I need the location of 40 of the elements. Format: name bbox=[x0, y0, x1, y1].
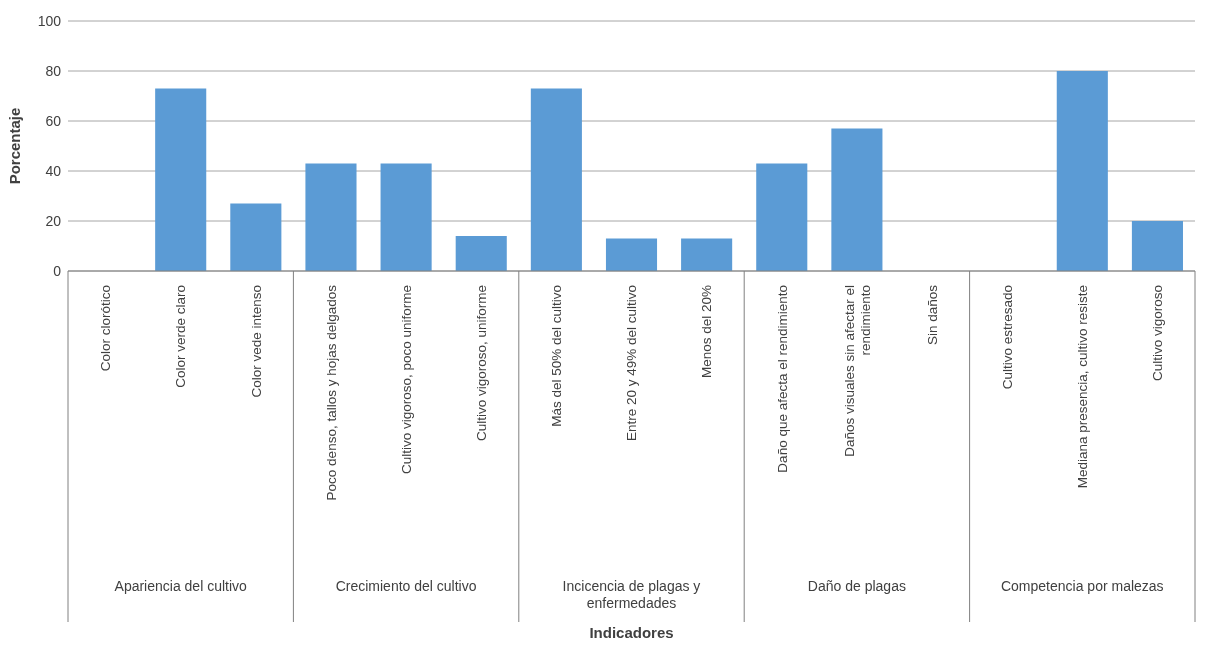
y-tick-label: 100 bbox=[37, 12, 62, 29]
bar bbox=[605, 238, 658, 271]
y-tick-label: 80 bbox=[45, 62, 62, 79]
bar bbox=[681, 238, 733, 271]
bar bbox=[1056, 71, 1108, 271]
text: Crecimiento del cultivo bbox=[335, 578, 477, 594]
x-tick-label: Sin daños bbox=[924, 284, 940, 346]
x-tick-label: Menos del 20% bbox=[699, 285, 715, 379]
bar bbox=[305, 163, 357, 271]
text: Apariencia del cultivo bbox=[114, 578, 248, 594]
x-tick-label: Color verde claro bbox=[173, 285, 189, 388]
x-tick-label: Color clorótico bbox=[98, 285, 114, 372]
bar bbox=[455, 236, 507, 271]
y-tick-label: 20 bbox=[45, 212, 62, 229]
y-tick-label: 0 bbox=[53, 262, 62, 279]
x-tick-label: Mediana presencia, cultivo resiste bbox=[1075, 285, 1091, 489]
x-tick-label: Daños visuales sin afectar el rendimiento bbox=[841, 285, 873, 457]
bar bbox=[230, 203, 282, 271]
bar bbox=[1131, 221, 1183, 271]
y-tick-label: 60 bbox=[45, 112, 62, 129]
x-tick-label: Daño que afecta el rendimiento bbox=[774, 285, 790, 473]
x-tick-label: Color vede intenso bbox=[248, 285, 264, 398]
x-tick-label: Cultivo estresado bbox=[999, 285, 1015, 390]
x-tick-label: Cultivo vigoroso, uniforme bbox=[473, 285, 489, 442]
x-tick-label: Cultivo vigoroso, poco uniforme bbox=[398, 285, 414, 475]
y-axis-title: Porcentaje bbox=[6, 107, 23, 185]
x-tick-label: Entre 20 y 49% del cultivo bbox=[624, 285, 640, 442]
text: Competencia por malezas bbox=[1000, 578, 1164, 594]
x-tick-label: Poco denso, tallos y hojas delgados bbox=[323, 284, 339, 501]
bar bbox=[530, 88, 582, 271]
bar bbox=[155, 88, 207, 271]
text: Daño de plagas bbox=[807, 578, 906, 594]
x-tick-label: Más del 50% del cultivo bbox=[549, 285, 565, 427]
text: Indicadores bbox=[589, 624, 674, 641]
bar bbox=[380, 163, 432, 271]
bar bbox=[831, 128, 883, 271]
bar bbox=[756, 163, 808, 271]
y-tick-label: 40 bbox=[45, 162, 62, 179]
text: Incicencia de plagas y enfermedades bbox=[562, 578, 701, 611]
x-tick-label: Cultivo vigoroso bbox=[1150, 285, 1166, 382]
